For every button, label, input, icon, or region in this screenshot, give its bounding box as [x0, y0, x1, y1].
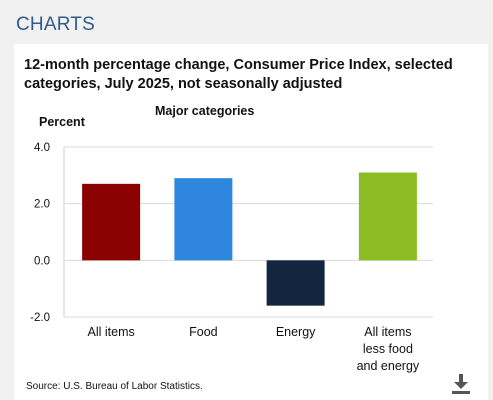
- y-axis-label: Percent: [39, 115, 85, 129]
- section-title: CHARTS: [16, 14, 95, 35]
- label-layer: 4.0 2.0 0.0 -2.0 All items Food Energy All item…: [30, 142, 420, 373]
- y-tick-label: -2.0: [30, 312, 50, 324]
- category-label: All items: [88, 325, 135, 339]
- y-tick-label: 0.0: [34, 255, 50, 267]
- bar[interactable]: [358, 172, 417, 261]
- category-label: and energy: [357, 359, 420, 373]
- category-label: All items: [364, 325, 411, 339]
- download-icon: [452, 374, 470, 394]
- bar[interactable]: [266, 260, 325, 306]
- y-tick-label: 4.0: [34, 142, 50, 154]
- category-label: less food: [363, 342, 413, 356]
- download-button[interactable]: [450, 372, 472, 394]
- category-label: Energy: [276, 325, 316, 339]
- y-tick-label: 2.0: [34, 199, 50, 211]
- chart-title: 12-month percentage change, Consumer Pri…: [24, 57, 453, 92]
- chart-subtitle: Major categories: [155, 104, 255, 118]
- bar-layer: [82, 172, 417, 306]
- category-label: Food: [189, 325, 218, 339]
- charts-header: CHARTS: [0, 0, 493, 40]
- bar[interactable]: [174, 178, 233, 261]
- bar[interactable]: [82, 183, 141, 261]
- source-note: Source: U.S. Bureau of Labor Statistics.: [26, 381, 203, 392]
